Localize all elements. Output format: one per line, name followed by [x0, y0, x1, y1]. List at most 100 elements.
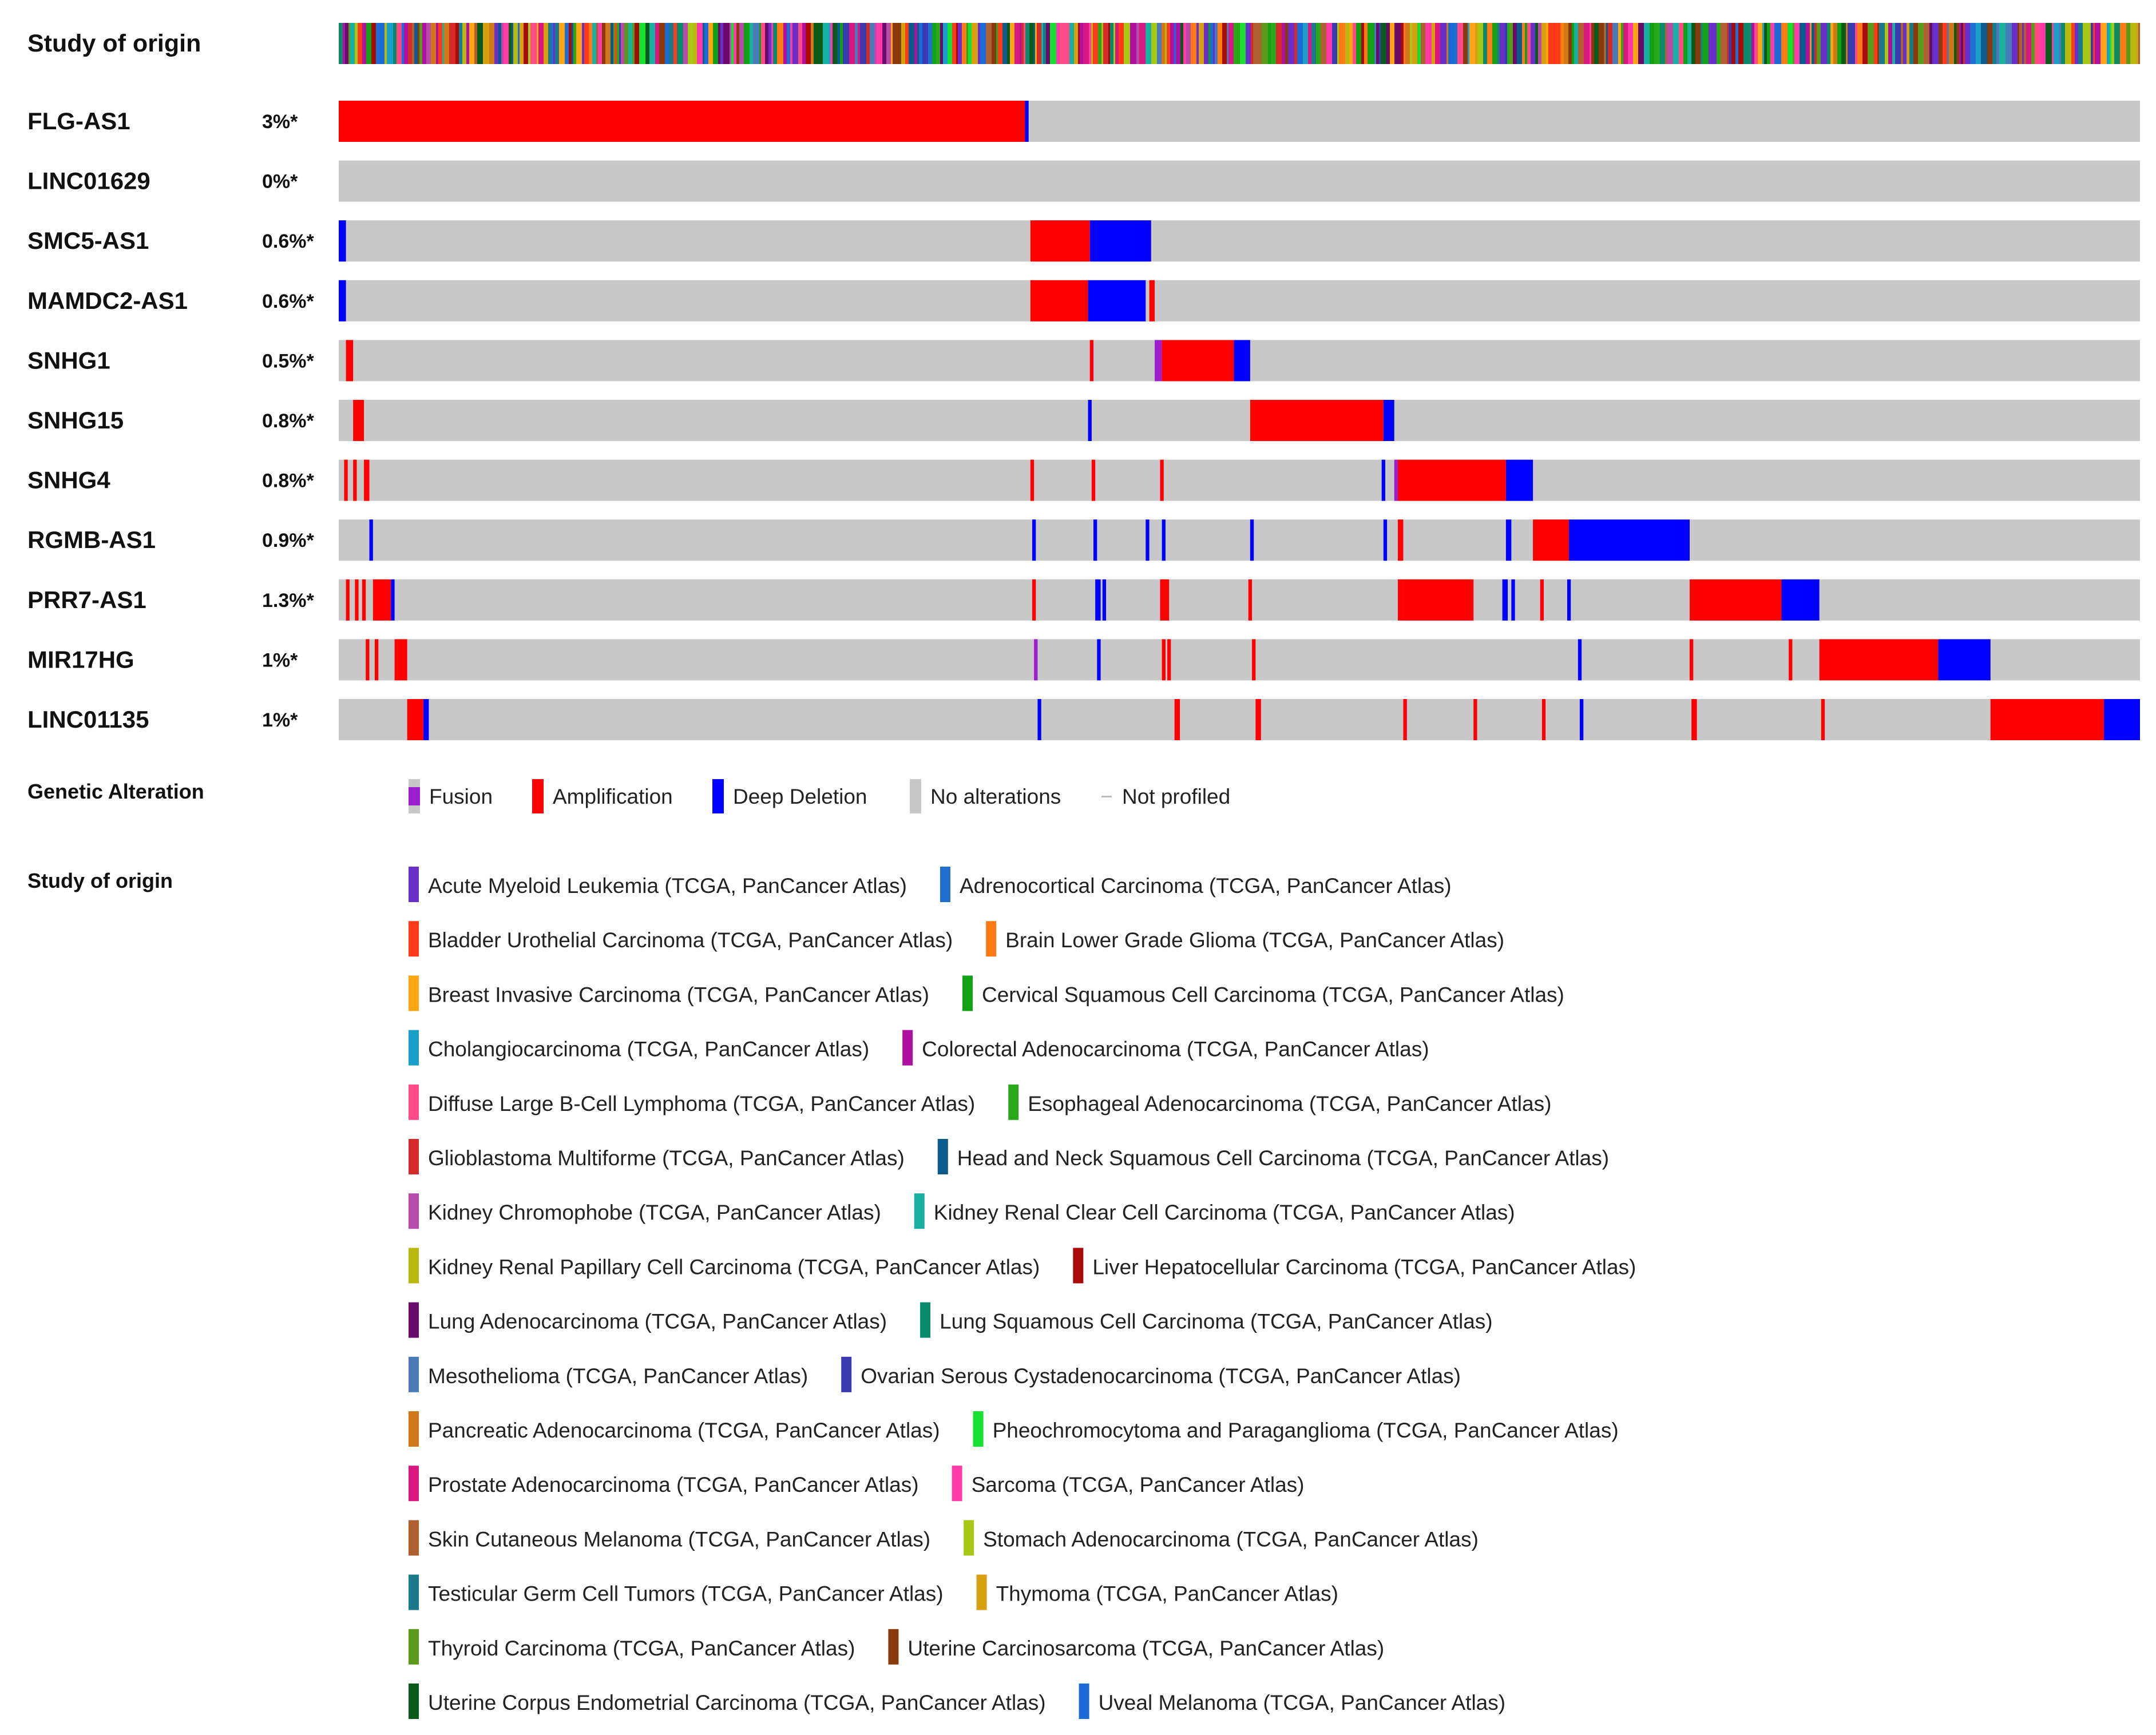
study-stripe-380	[1806, 23, 1810, 64]
study-stripe-258	[1316, 23, 1321, 64]
amplification-block	[374, 639, 379, 681]
study-stripe-161	[952, 23, 956, 64]
study-stripe-250	[1282, 23, 1285, 64]
study-stripe-122	[798, 23, 802, 64]
study-legend-item: Uterine Corpus Endometrial Carcinoma (TC…	[409, 1684, 1046, 1719]
study-stripe-382	[1812, 23, 1814, 64]
study-stripe-60	[565, 23, 569, 64]
study-stripe-119	[787, 23, 790, 64]
study-stripe-282	[1405, 23, 1410, 64]
study-stripe-299	[1477, 23, 1483, 64]
study-stripe-140	[870, 23, 874, 64]
study-stripe-364	[1743, 23, 1746, 64]
study-stripe-363	[1738, 23, 1743, 64]
study-stripe-71	[602, 23, 605, 64]
study-stripe-234	[1215, 23, 1218, 64]
study-stripe-43	[504, 23, 509, 64]
deep-deletion-block	[369, 519, 373, 561]
gene-label: PRR7-AS1	[27, 586, 146, 613]
deep-deletion-block	[1093, 519, 1097, 561]
study-stripe-150	[909, 23, 914, 64]
study-legend-item: Kidney Renal Clear Cell Carcinoma (TCGA,…	[914, 1193, 1515, 1229]
study-stripe-324	[1574, 23, 1578, 64]
study-legend-item: Brain Lower Grade Glioma (TCGA, PanCance…	[986, 921, 1504, 957]
gene-row-linc01135[interactable]: LINC01135 1%*	[27, 699, 2140, 740]
study-stripe-398	[1874, 23, 1877, 64]
study-stripe-333	[1608, 23, 1612, 64]
deep-deletion-block	[1383, 400, 1394, 441]
study-stripe-111	[759, 23, 761, 64]
gene-row-linc01629[interactable]: LINC01629 0%*	[27, 160, 2140, 202]
deep-deletion-block	[1578, 639, 1582, 681]
study-stripe-421	[1961, 23, 1963, 64]
study-stripe-337	[1623, 23, 1628, 64]
gene-row-snhg4[interactable]: SNHG4 0.8%*	[27, 459, 2140, 501]
study-legend-item: Uveal Melanoma (TCGA, PanCancer Atlas)	[1079, 1684, 1505, 1719]
study-stripe-436	[2024, 23, 2026, 64]
study-stripe-81	[632, 23, 635, 64]
gene-row-snhg15[interactable]: SNHG15 0.8%*	[27, 400, 2140, 441]
gene-row-smc5-as1[interactable]: SMC5-AS1 0.6%*	[27, 220, 2140, 262]
study-stripe-227	[1191, 23, 1196, 64]
gene-row-rgmb-as1[interactable]: RGMB-AS1 0.9%*	[27, 519, 2140, 561]
study-stripe-249	[1276, 23, 1282, 64]
study-stripe-412	[1929, 23, 1932, 64]
gene-row-flg-as1[interactable]: FLG-AS1 3%*	[27, 101, 2140, 142]
study-stripe-123	[802, 23, 806, 64]
study-of-origin-legend: Study of origin Acute Myeloid Leukemia (…	[27, 867, 1636, 1719]
study-stripe-459	[2114, 23, 2120, 64]
study-stripe-100	[718, 23, 720, 64]
study-stripe-231	[1208, 23, 1210, 64]
legend-label: Uterine Corpus Endometrial Carcinoma (TC…	[428, 1691, 1046, 1714]
gene-row-mamdc2-as1[interactable]: MAMDC2-AS1 0.6%*	[27, 280, 2140, 321]
study-stripe-318	[1548, 23, 1555, 64]
study-stripe-461	[2126, 23, 2130, 64]
study-stripe-272	[1373, 23, 1374, 64]
study-stripe-33	[462, 23, 466, 64]
study-stripe-30	[449, 23, 455, 64]
study-stripe-102	[723, 23, 730, 64]
study-stripe-300	[1483, 23, 1487, 64]
study-stripe-168	[978, 23, 980, 64]
study-legend-item: Cervical Squamous Cell Carcinoma (TCGA, …	[962, 975, 1564, 1011]
gene-label: SNHG4	[27, 467, 110, 494]
gene-label: RGMB-AS1	[27, 526, 156, 553]
study-stripe-75	[615, 23, 617, 64]
legend-swatch-bg-bottom	[409, 805, 420, 813]
fusion-block	[1155, 340, 1162, 382]
legend-label: Pheochromocytoma and Paraganglioma (TCGA…	[993, 1419, 1619, 1442]
study-stripe-99	[713, 23, 718, 64]
amplification-block	[1162, 639, 1166, 681]
study-stripe-77	[619, 23, 621, 64]
study-legend-item: Prostate Adenocarcinoma (TCGA, PanCancer…	[409, 1466, 919, 1502]
study-stripe-239	[1228, 23, 1234, 64]
gene-row-mir17hg[interactable]: MIR17HG 1%*	[27, 639, 2140, 681]
study-stripe-178	[1020, 23, 1021, 64]
study-stripe-414	[1939, 23, 1943, 64]
deep-deletion-block	[1579, 699, 1584, 740]
study-stripe-22	[419, 23, 422, 64]
study-stripe-217	[1157, 23, 1162, 64]
study-stripe-319	[1555, 23, 1560, 64]
legend-label: Acute Myeloid Leukemia (TCGA, PanCancer …	[428, 874, 907, 898]
gene-percent-label: 0.8%*	[262, 410, 314, 432]
study-stripe-47	[518, 23, 520, 64]
study-stripe-89	[669, 23, 673, 64]
study-stripe-50	[528, 23, 530, 64]
study-stripe-156	[932, 23, 936, 64]
study-stripe-64	[576, 23, 582, 64]
study-stripe-98	[708, 23, 713, 64]
study-stripe-135	[849, 23, 855, 64]
amplification-block	[355, 579, 359, 621]
legend-swatch	[409, 1684, 419, 1719]
gene-row-snhg1[interactable]: SNHG1 0.5%*	[27, 340, 2140, 382]
study-stripe-62	[572, 23, 573, 64]
gene-row-prr7-as1[interactable]: PRR7-AS1 1.3%*	[27, 579, 2140, 621]
study-legend-title: Study of origin	[27, 869, 173, 892]
study-of-origin-track[interactable]	[339, 23, 2140, 64]
amplification-block	[1398, 579, 1404, 621]
study-stripe-431	[2006, 23, 2012, 64]
study-stripe-11	[378, 23, 385, 64]
study-stripe-332	[1606, 23, 1608, 64]
deep-deletion-block	[1032, 519, 1036, 561]
